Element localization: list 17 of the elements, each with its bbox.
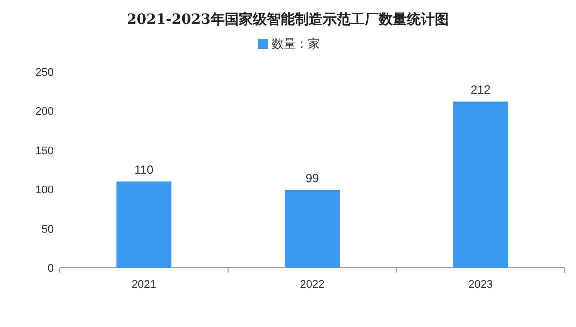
y-tick-label: 50 [42,224,54,236]
data-label: 212 [470,82,492,97]
y-tick-label: 200 [36,106,54,118]
y-tick-label: 250 [36,67,54,79]
bar [285,190,340,268]
data-label: 110 [134,162,154,177]
data-label: 99 [306,171,320,186]
bar [453,102,508,268]
x-tick-label: 2021 [132,279,156,291]
x-tick-label: 2022 [300,279,325,291]
y-tick-label: 100 [36,184,54,197]
y-tick-label: 150 [36,145,54,158]
chart-title: 2021-2023年国家级智能制造示范工厂数量统计图 [127,11,449,28]
bar [116,182,172,268]
y-tick-label: 0 [48,263,54,275]
legend-label: 数量：家 [272,37,320,51]
x-tick-label: 2023 [468,279,494,291]
